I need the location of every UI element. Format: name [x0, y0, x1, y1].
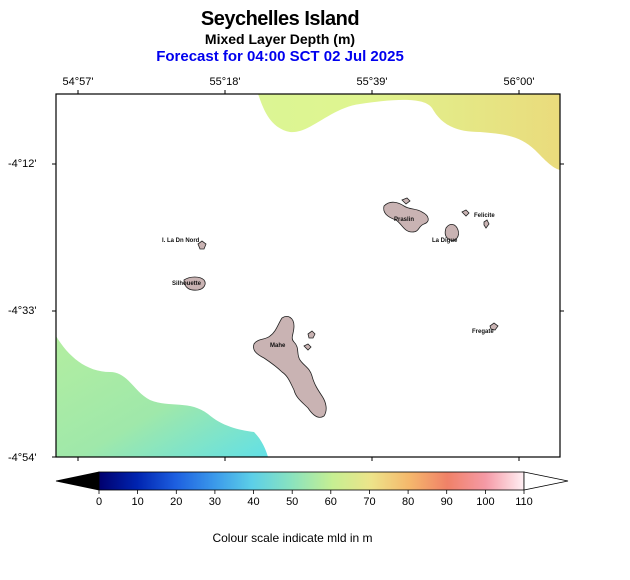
lat-label-1: -4°12': [8, 158, 37, 170]
colorbar-tick-20: 20: [170, 496, 183, 508]
islands: [183, 197, 499, 418]
label-fregate: Fregate: [472, 329, 494, 335]
lat-label-2: -4°33': [8, 305, 37, 317]
colorbar-low-arrow: [56, 472, 99, 490]
curieuse-islet: [401, 197, 411, 205]
colorbar: [55, 471, 569, 494]
mahe-island: [253, 316, 327, 418]
colorbar-high-arrow: [523, 471, 569, 491]
felicite-island: [483, 219, 490, 229]
colorbar-tick-80: 80: [401, 496, 415, 508]
lon-label-4: 56°00': [503, 76, 535, 88]
praslin-island: [383, 201, 429, 233]
colorbar-gradient: [98, 471, 525, 491]
colorbar-tick-100: 100: [476, 496, 495, 508]
map-title: Seychelles Island: [200, 8, 360, 30]
map-subtitle: Mixed Layer Depth (m): [204, 31, 356, 47]
colorbar-tick-60: 60: [324, 496, 337, 508]
colorbar-tick-10: 10: [131, 496, 144, 508]
map-frame: [55, 93, 561, 458]
mld-field-north: [56, 94, 560, 170]
label-praslin: Praslin: [394, 217, 414, 223]
forecast-time: Forecast for 04:00 SCT 02 Jul 2025: [156, 48, 404, 65]
north-island: [197, 240, 207, 250]
colorbar-tick-0: 0: [95, 496, 103, 508]
colorbar-tick-40: 40: [247, 496, 260, 508]
lat-label-3: -4°54': [8, 452, 37, 464]
colorbar-tick-30: 30: [208, 496, 222, 508]
fregate-island: [489, 322, 499, 331]
colorbar-caption: Colour scale indicate mld in m: [212, 531, 373, 545]
lon-label-1: 54°57': [62, 76, 94, 88]
mld-field-southwest: [56, 336, 268, 457]
colorbar-tick-110: 110: [515, 496, 533, 508]
la-digue-island: [444, 224, 459, 241]
label-la-digue: La Digue: [432, 238, 458, 244]
silhouette-island: [183, 276, 206, 291]
label-north-island: I. La Dn Nord: [162, 238, 200, 244]
label-felicite: Felicite: [474, 213, 495, 219]
colorbar-tick-50: 50: [286, 496, 299, 508]
lon-label-2: 55°18': [209, 76, 241, 88]
map-ticks: [52, 90, 564, 461]
mahe-islet: [307, 330, 316, 339]
mahe-islet-2: [303, 343, 312, 351]
sisters-islet: [461, 209, 470, 217]
colorbar-tick-70: 70: [363, 496, 376, 508]
label-mahe: Mahe: [270, 343, 286, 349]
label-silhouette: Silhouette: [172, 281, 202, 287]
lon-label-3: 55°39': [356, 76, 388, 88]
colorbar-tick-90: 90: [440, 496, 453, 508]
